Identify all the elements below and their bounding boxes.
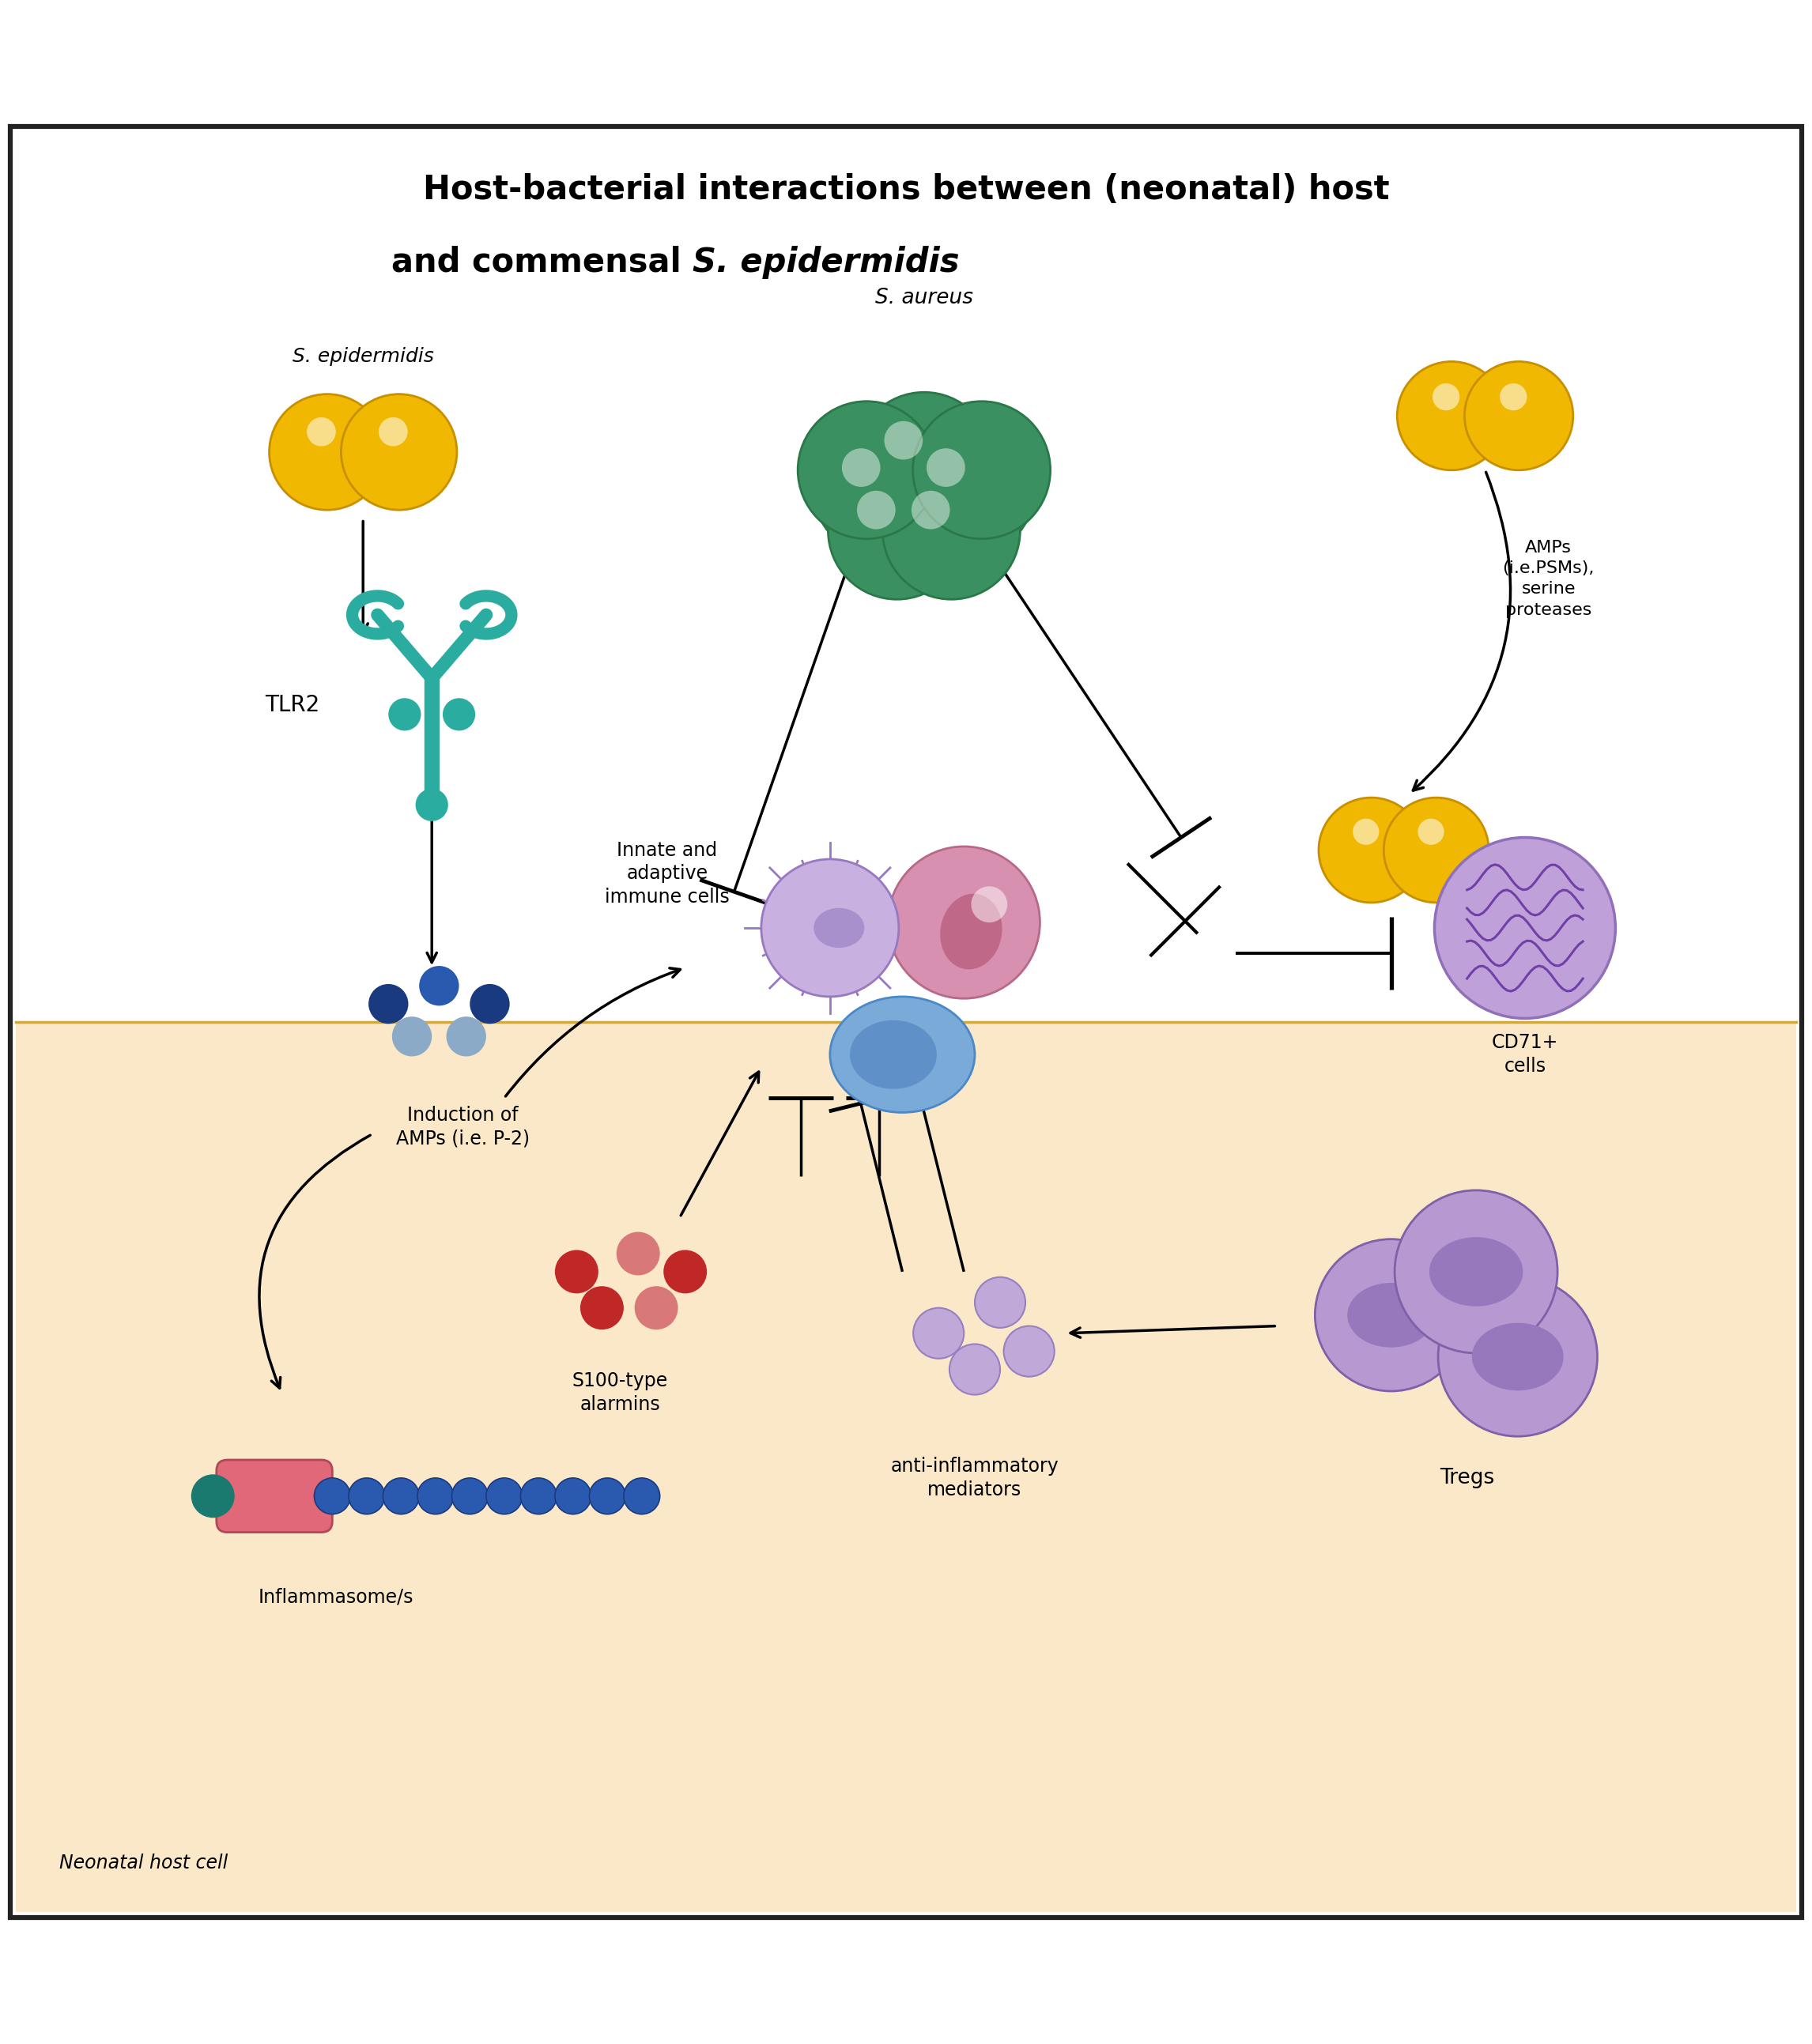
Text: S. epidermidis: S. epidermidis	[692, 245, 959, 278]
Circle shape	[913, 1308, 964, 1359]
Circle shape	[911, 491, 949, 529]
Circle shape	[415, 789, 448, 822]
Circle shape	[554, 1251, 598, 1294]
Circle shape	[1004, 1327, 1055, 1378]
Circle shape	[857, 491, 895, 529]
Circle shape	[306, 417, 335, 446]
Circle shape	[623, 1478, 660, 1515]
Circle shape	[1417, 818, 1444, 844]
Circle shape	[1433, 384, 1460, 411]
Circle shape	[391, 1016, 431, 1057]
Text: S. epidermidis: S. epidermidis	[292, 347, 433, 366]
Ellipse shape	[1430, 1237, 1522, 1306]
Circle shape	[270, 394, 386, 509]
Circle shape	[1316, 1239, 1468, 1392]
Circle shape	[814, 419, 951, 556]
FancyBboxPatch shape	[216, 1459, 332, 1533]
Circle shape	[348, 1478, 384, 1515]
Text: Inflammasome/s: Inflammasome/s	[259, 1588, 413, 1607]
Circle shape	[897, 419, 1035, 556]
Circle shape	[855, 392, 993, 529]
Ellipse shape	[940, 893, 1002, 969]
Circle shape	[368, 983, 408, 1024]
Circle shape	[442, 699, 475, 730]
Circle shape	[379, 417, 408, 446]
Text: Neonatal host cell: Neonatal host cell	[60, 1854, 228, 1872]
Circle shape	[341, 394, 457, 509]
Text: AMPs
(i.e.PSMs),
serine
proteases: AMPs (i.e.PSMs), serine proteases	[1502, 540, 1595, 617]
Circle shape	[486, 1478, 522, 1515]
Ellipse shape	[850, 1020, 937, 1089]
Ellipse shape	[1348, 1284, 1435, 1347]
Circle shape	[913, 401, 1051, 540]
Circle shape	[971, 887, 1007, 922]
Circle shape	[797, 401, 935, 540]
Circle shape	[926, 448, 966, 486]
Text: Innate and
adaptive
immune cells: Innate and adaptive immune cells	[605, 840, 730, 908]
Circle shape	[382, 1478, 419, 1515]
Circle shape	[1395, 1190, 1558, 1353]
Ellipse shape	[1471, 1322, 1564, 1390]
Ellipse shape	[830, 997, 975, 1112]
Circle shape	[419, 967, 458, 1006]
Circle shape	[520, 1478, 556, 1515]
Text: and commensal: and commensal	[391, 245, 692, 278]
Circle shape	[663, 1251, 707, 1294]
Circle shape	[884, 421, 922, 460]
Text: Induction of
AMPs (i.e. P-2): Induction of AMPs (i.e. P-2)	[395, 1106, 529, 1149]
Circle shape	[616, 1233, 660, 1275]
Circle shape	[1464, 362, 1573, 470]
Circle shape	[828, 462, 966, 599]
Bar	[16, 1022, 1796, 1913]
Circle shape	[949, 1345, 1000, 1394]
Circle shape	[388, 699, 420, 730]
Circle shape	[1384, 797, 1489, 903]
Text: anti-inflammatory
mediators: anti-inflammatory mediators	[892, 1457, 1058, 1498]
Circle shape	[1319, 797, 1424, 903]
Text: Host-bacterial interactions between (neonatal) host: Host-bacterial interactions between (neo…	[422, 174, 1390, 206]
Circle shape	[761, 858, 899, 997]
Circle shape	[190, 1474, 234, 1519]
Circle shape	[843, 448, 881, 486]
Text: S100-type
alarmins: S100-type alarmins	[573, 1372, 669, 1414]
Ellipse shape	[814, 908, 864, 948]
Circle shape	[1397, 362, 1506, 470]
Circle shape	[589, 1478, 625, 1515]
Circle shape	[888, 846, 1040, 997]
Text: CD71+
cells: CD71+ cells	[1491, 1034, 1558, 1075]
Text: S. aureus: S. aureus	[875, 288, 973, 309]
Circle shape	[1354, 818, 1379, 844]
Circle shape	[1439, 1278, 1598, 1437]
Circle shape	[1435, 838, 1616, 1018]
Circle shape	[313, 1478, 350, 1515]
Text: Tregs: Tregs	[1441, 1468, 1495, 1488]
Circle shape	[1500, 384, 1528, 411]
Text: TLR2: TLR2	[265, 695, 319, 715]
Circle shape	[975, 1278, 1026, 1329]
Circle shape	[451, 1478, 487, 1515]
Circle shape	[882, 462, 1020, 599]
Circle shape	[446, 1016, 486, 1057]
Circle shape	[469, 983, 509, 1024]
Circle shape	[634, 1286, 678, 1329]
Circle shape	[554, 1478, 591, 1515]
Circle shape	[580, 1286, 623, 1329]
Circle shape	[417, 1478, 453, 1515]
